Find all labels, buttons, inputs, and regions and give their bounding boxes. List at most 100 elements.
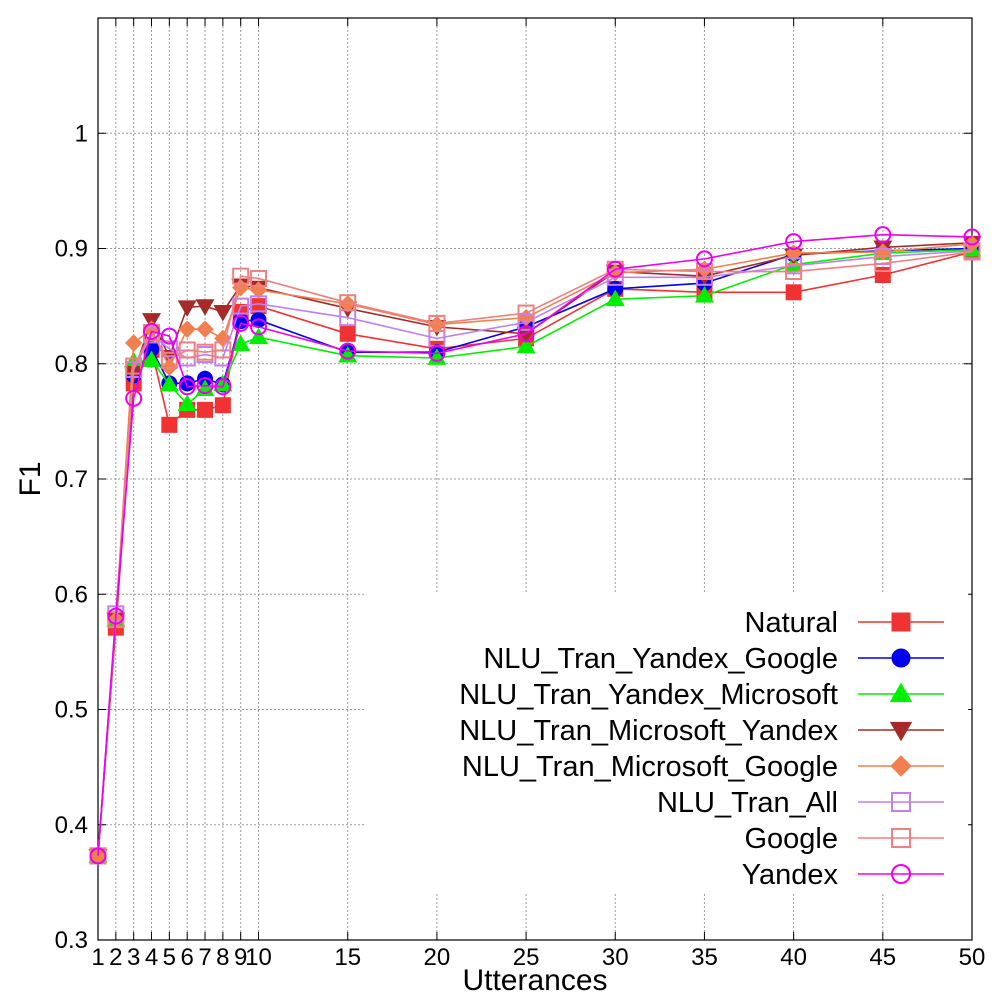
data-point	[517, 325, 535, 343]
y-tick-label: 1	[75, 120, 88, 147]
y-tick-label: 0.4	[55, 812, 88, 839]
x-tick-label: 45	[869, 944, 896, 971]
data-point	[339, 342, 357, 360]
legend-item: NLU_Tran_Microsoft_Google	[462, 751, 944, 783]
x-tick-label: 8	[216, 944, 229, 971]
legend-label: NLU_Tran_Microsoft_Yandex	[459, 715, 838, 747]
legend-label: NLU_Tran_Yandex_Google	[483, 643, 838, 675]
data-point	[178, 378, 196, 396]
plot-frame	[97, 17, 973, 941]
data-point	[125, 389, 143, 407]
data-point	[178, 320, 196, 338]
data-point	[159, 374, 179, 392]
data-point	[694, 286, 714, 303]
data-point	[178, 341, 196, 359]
x-tick-label: 1	[91, 944, 104, 971]
data-point	[142, 350, 161, 368]
data-point	[177, 300, 197, 317]
data-point	[196, 377, 214, 395]
data-point	[232, 267, 250, 285]
legend-marker	[889, 682, 913, 703]
legend-item: Yandex	[742, 859, 944, 891]
data-point	[214, 378, 232, 396]
data-point	[143, 322, 161, 340]
y-tick-label: 0.7	[55, 466, 88, 493]
y-tick-label: 0.9	[55, 236, 88, 263]
data-point	[516, 336, 536, 354]
x-tick-label: 9	[234, 944, 247, 971]
legend-marker	[891, 792, 911, 812]
x-tick-label: 40	[780, 944, 807, 971]
data-point	[784, 244, 803, 262]
data-point	[785, 284, 802, 301]
legend-label: NLU_Tran_All	[657, 787, 838, 819]
y-tick-label: 0.5	[55, 697, 88, 724]
legend-marker	[891, 612, 911, 632]
data-point	[177, 394, 197, 411]
data-point	[517, 304, 535, 322]
data-point	[89, 847, 107, 865]
legend-item: NLU_Tran_All	[657, 787, 944, 819]
legend-item: NLU_Tran_Yandex_Microsoft	[459, 679, 944, 711]
data-point	[214, 341, 232, 359]
y-axis-label: F1	[14, 461, 47, 496]
legend-item: Natural	[745, 607, 944, 639]
data-point	[874, 254, 892, 272]
data-point	[196, 320, 214, 338]
data-point	[197, 401, 214, 418]
data-point	[428, 314, 446, 332]
x-tick-label: 20	[424, 944, 451, 971]
data-point	[124, 334, 143, 352]
y-tick-label: 0.3	[55, 927, 88, 954]
legend-item: Google	[744, 823, 944, 855]
x-tick-label: 35	[691, 944, 718, 971]
legend-marker	[890, 755, 912, 777]
data-point	[695, 250, 713, 268]
data-point	[428, 344, 446, 362]
x-tick-label: 2	[109, 944, 122, 971]
data-point	[196, 343, 214, 361]
legend: Natural NLU_Tran_Yandex_Google NLU_Tran_Ya…	[365, 592, 968, 892]
data-point	[517, 313, 535, 331]
y-tick-label: 0.6	[55, 581, 88, 608]
data-point	[195, 299, 215, 316]
data-point	[213, 305, 233, 322]
legend-background	[365, 592, 968, 892]
series-lines	[88, 226, 982, 866]
data-point	[125, 357, 143, 375]
legend-label: Natural	[745, 607, 839, 639]
data-point	[606, 260, 624, 278]
legend-item: NLU_Tran_Microsoft_Yandex	[459, 715, 944, 747]
data-point	[874, 226, 892, 244]
x-tick-label: 30	[602, 944, 629, 971]
data-point	[107, 607, 125, 625]
data-point	[214, 397, 231, 414]
x-tick-label: 3	[127, 944, 140, 971]
y-axis-ticks: 0.3 0.4 0.5 0.6 0.7 0.8 0.9 1	[55, 120, 972, 954]
legend-label: NLU_Tran_Microsoft_Google	[462, 751, 838, 783]
y-tick-label: 0.8	[55, 351, 88, 378]
x-tick-label: 50	[959, 944, 986, 971]
x-axis-ticks: 1 2 3 4 5 6 7 8 910 15 20 25 30 35 40 45 50	[91, 18, 985, 971]
legend-label: NLU_Tran_Yandex_Microsoft	[459, 679, 838, 711]
legend-item: NLU_Tran_Yandex_Google	[483, 643, 944, 675]
series-line	[97, 233, 973, 856]
data-point	[249, 327, 269, 345]
legend-label: Google	[744, 823, 838, 855]
data-point	[161, 416, 178, 433]
x-axis-label: Utterances	[462, 964, 607, 997]
legend-marker	[891, 648, 911, 668]
x-tick-label: 25	[513, 944, 540, 971]
data-point	[160, 327, 178, 345]
x-tick-label: 6	[181, 944, 194, 971]
legend-marker	[891, 864, 911, 884]
data-point	[785, 233, 803, 251]
legend-marker	[891, 828, 911, 848]
data-point	[605, 289, 625, 307]
data-point	[160, 351, 178, 369]
legend-marker	[889, 721, 913, 742]
x-tick-label: 7	[198, 944, 211, 971]
data-point	[785, 263, 803, 281]
data-point	[179, 375, 196, 392]
